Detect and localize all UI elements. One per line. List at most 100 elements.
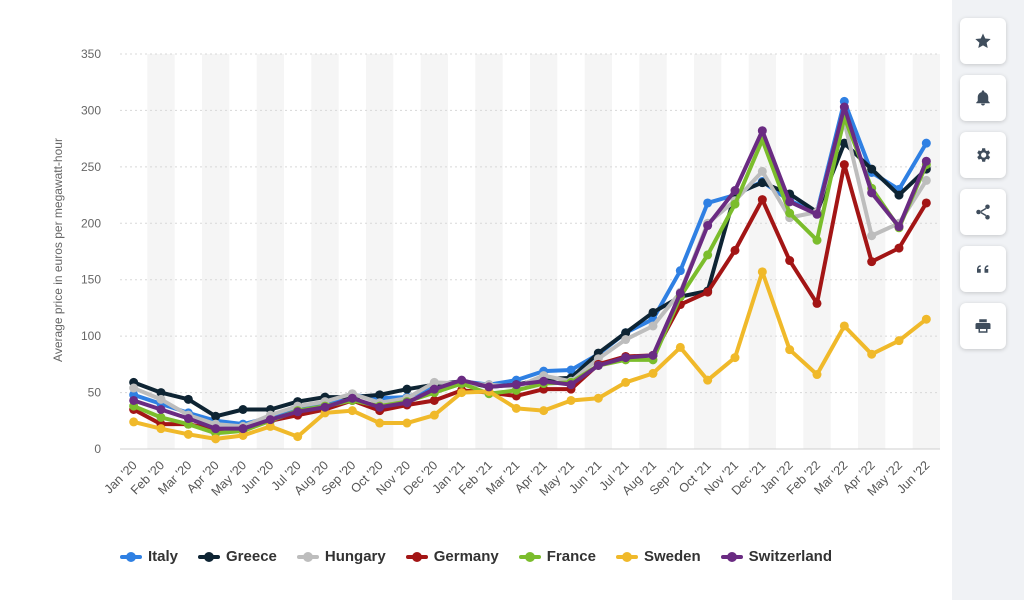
legend-item-germany[interactable]: Germany xyxy=(405,548,499,565)
legend-item-sweden[interactable]: Sweden xyxy=(615,548,701,565)
data-point xyxy=(730,245,740,255)
legend-label: Switzerland xyxy=(748,548,833,565)
data-point xyxy=(621,377,631,387)
data-point xyxy=(921,156,931,166)
data-point xyxy=(785,197,795,207)
data-point xyxy=(730,353,740,363)
data-point xyxy=(183,429,193,439)
legend-label: Sweden xyxy=(643,548,701,565)
legend-marker xyxy=(405,551,428,563)
data-point xyxy=(675,342,685,352)
data-point xyxy=(566,395,576,405)
data-point xyxy=(867,349,877,359)
column-band xyxy=(748,54,776,449)
legend-label: Hungary xyxy=(324,548,386,565)
data-point xyxy=(511,403,521,413)
series-line-switzerland xyxy=(131,105,929,431)
settings-button[interactable] xyxy=(960,132,1006,178)
notification-button[interactable] xyxy=(960,75,1006,121)
column-band xyxy=(147,54,175,449)
series-line-sweden xyxy=(131,269,929,441)
data-point xyxy=(894,243,904,253)
data-point xyxy=(648,321,658,331)
star-icon xyxy=(975,33,991,49)
data-point xyxy=(457,388,467,398)
data-point xyxy=(402,398,412,408)
print-button[interactable] xyxy=(960,303,1006,349)
column-band xyxy=(858,54,886,449)
favorite-button[interactable] xyxy=(960,18,1006,64)
data-point xyxy=(894,336,904,346)
data-point xyxy=(785,208,795,218)
legend-item-france[interactable]: France xyxy=(518,548,596,565)
data-point xyxy=(375,390,385,400)
data-point xyxy=(921,138,931,148)
data-point xyxy=(839,102,849,112)
data-point xyxy=(183,414,193,424)
y-tick-label: 150 xyxy=(81,273,101,287)
y-axis-label: Average price in euros per megawatt-hour xyxy=(51,138,65,362)
legend-marker xyxy=(518,551,541,563)
data-point xyxy=(320,402,330,412)
data-point xyxy=(347,393,357,403)
legend-item-italy[interactable]: Italy xyxy=(119,548,178,565)
line-chart: 0 50 100 150 200 250 300 350 Average price in eu… xyxy=(51,47,940,499)
data-point xyxy=(703,287,713,297)
cite-button[interactable] xyxy=(960,246,1006,292)
data-point xyxy=(183,394,193,404)
y-tick-label: 200 xyxy=(81,216,101,230)
legend-marker xyxy=(615,551,638,563)
chart-legend: Italy Greece Hungary Germany France Sweden Swi… xyxy=(0,548,952,565)
data-point xyxy=(839,321,849,331)
data-point xyxy=(894,222,904,232)
data-point xyxy=(293,407,303,417)
column-band xyxy=(366,54,394,449)
data-point xyxy=(156,394,166,404)
data-point xyxy=(429,384,439,394)
data-point xyxy=(539,376,549,386)
legend-marker xyxy=(720,551,743,563)
data-point xyxy=(703,221,713,231)
legend-item-greece[interactable]: Greece xyxy=(198,548,277,565)
data-point xyxy=(429,395,439,405)
data-point xyxy=(785,256,795,266)
data-point xyxy=(621,353,631,363)
data-point xyxy=(621,335,631,345)
data-point xyxy=(921,175,931,185)
data-point xyxy=(921,198,931,208)
data-point xyxy=(867,188,877,198)
legend-label: Italy xyxy=(147,548,178,565)
column-band xyxy=(256,54,284,449)
data-point xyxy=(265,415,275,425)
legend-item-hungary[interactable]: Hungary xyxy=(296,548,386,565)
y-tick-label: 300 xyxy=(81,103,101,117)
data-point xyxy=(757,126,767,136)
data-point xyxy=(211,424,221,434)
data-point xyxy=(867,164,877,174)
data-point xyxy=(265,421,275,431)
data-point xyxy=(402,418,412,428)
data-point xyxy=(238,424,248,434)
data-point xyxy=(211,411,221,421)
data-point xyxy=(457,375,467,385)
data-point xyxy=(375,402,385,412)
data-point xyxy=(156,405,166,414)
data-point xyxy=(484,382,494,392)
y-tick-label: 50 xyxy=(88,386,102,400)
y-tick-label: 0 xyxy=(94,442,101,456)
data-point xyxy=(812,209,822,219)
legend-item-switzerland[interactable]: Switzerland xyxy=(720,548,833,565)
data-point xyxy=(757,178,767,188)
data-point xyxy=(867,257,877,267)
data-point xyxy=(621,328,631,338)
data-point xyxy=(129,383,139,393)
data-point xyxy=(566,380,576,390)
data-point xyxy=(402,384,412,394)
column-band xyxy=(202,54,230,449)
share-button[interactable] xyxy=(960,189,1006,235)
data-point xyxy=(293,432,303,442)
y-tick-label: 250 xyxy=(81,160,101,174)
data-point xyxy=(648,350,658,360)
data-point xyxy=(429,410,439,420)
data-point xyxy=(785,345,795,355)
